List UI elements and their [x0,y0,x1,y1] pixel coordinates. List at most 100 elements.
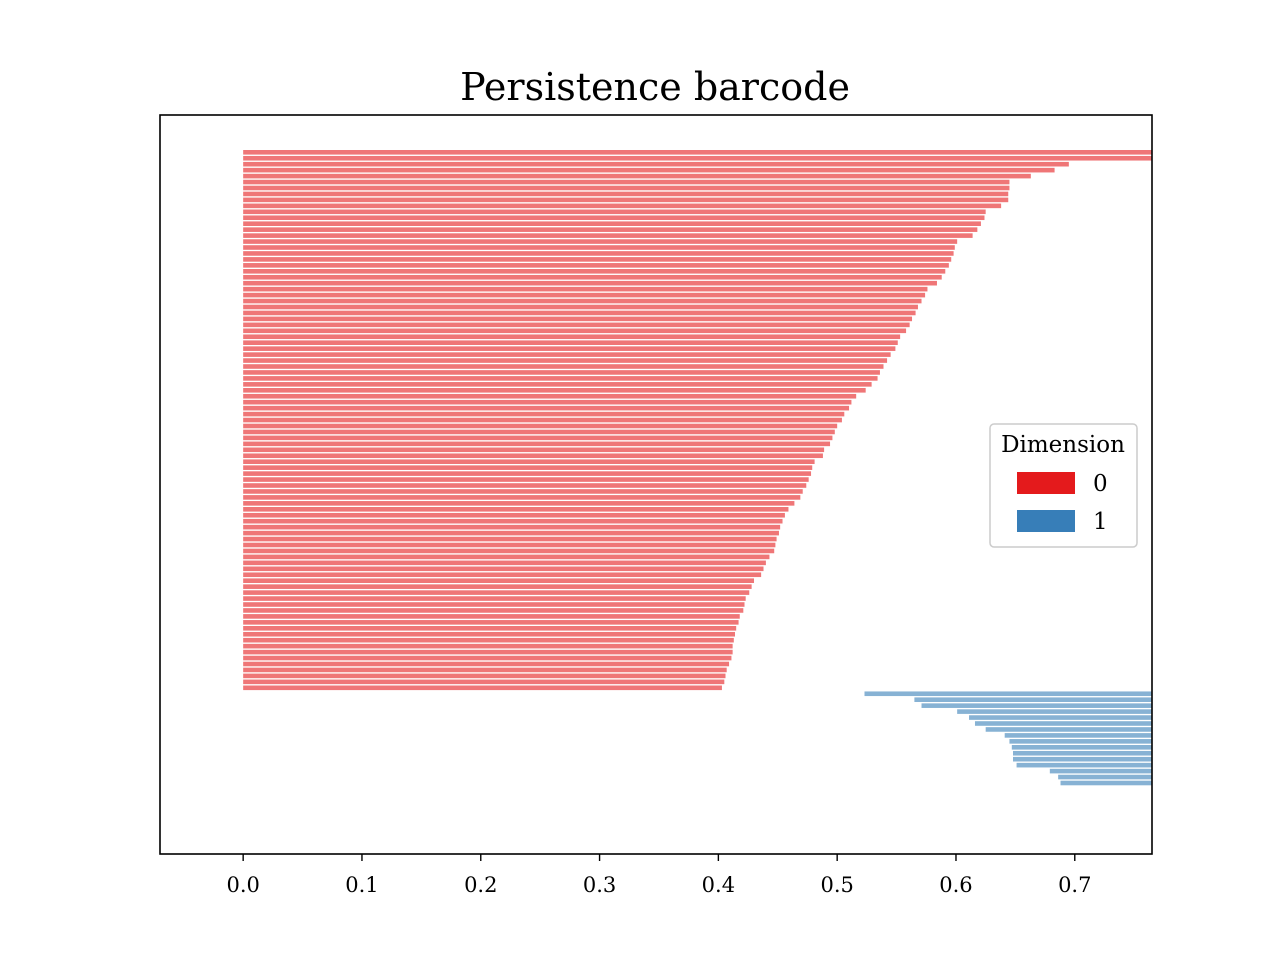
bar-dimension-0-79 [243,620,739,625]
bar-dimension-0-75 [243,596,746,601]
bar-dimension-0-65 [243,536,777,542]
bar-dimension-0-52 [243,459,815,464]
bar-dimension-0-61 [243,512,785,518]
bar-dimension-0-77 [243,608,744,613]
bar-dimension-0-56 [243,483,807,488]
bar-dimension-0-78 [243,614,740,619]
legend: Dimension 0 1 [989,423,1138,548]
bar-dimension-0-39 [243,382,872,387]
legend-swatch-dimension-1 [1017,510,1075,532]
bar-dimension-1-9 [1011,745,1152,750]
bar-dimension-0-13 [243,227,978,232]
bar-dimension-0-25 [243,298,922,304]
bar-dimension-0-26 [243,304,918,310]
bar-dimension-0-50 [243,447,825,453]
bar-dimension-0-41 [243,393,857,399]
bar-dimension-0-69 [243,560,766,566]
bar-dimension-0-73 [243,584,752,589]
bar-dimension-1-15 [1060,780,1152,786]
bar-dimension-0-90 [243,685,722,691]
bar-dimension-0-4 [243,173,1031,179]
plot-frame [159,114,1153,855]
bar-dimension-0-16 [243,245,955,250]
bar-dimension-0-44 [243,411,845,417]
bar-dimension-0-63 [243,524,781,530]
bar-dimension-1-3 [957,709,1152,714]
bar-dimension-1-2 [921,703,1152,708]
bar-dimension-1-12 [1016,762,1152,768]
x-tick-label: 0.4 [702,873,735,897]
bar-dimension-0-83 [243,643,733,649]
bar-dimension-0-59 [243,501,795,506]
bar-dimension-0-64 [243,530,779,536]
bar-dimension-0-7 [243,191,1009,197]
x-axis: 0.0 0.1 0.2 0.3 0.4 0.5 0.6 0.7 [226,854,1091,897]
bar-dimension-0-86 [243,661,730,667]
bar-dimension-0-0 [243,150,1152,155]
x-tick-label: 0.6 [939,873,972,897]
bar-dimension-0-8 [243,197,1009,203]
bar-dimension-0-28 [243,316,913,322]
bar-dimension-0-54 [243,471,812,476]
bar-dimension-0-21 [243,274,942,280]
bar-dimension-1-13 [1049,768,1152,774]
bar-dimension-1-6 [985,727,1152,732]
bar-dimension-0-14 [243,233,973,238]
legend-label-dimension-1: 1 [1093,509,1108,535]
bar-dimension-0-82 [243,637,734,643]
bar-dimension-0-70 [243,566,764,572]
bar-dimension-0-68 [243,554,770,560]
bar-dimension-0-18 [243,257,952,262]
x-tick-label: 0.5 [820,873,853,897]
bar-dimension-0-55 [243,477,809,482]
bar-dimension-1-4 [969,715,1152,720]
bar-dimension-0-38 [243,376,878,381]
bar-dimension-0-87 [243,667,727,673]
bar-dimension-0-10 [243,209,986,215]
bar-dimension-0-1 [243,155,1152,161]
bar-dimension-1-10 [1013,750,1152,756]
legend-label-dimension-0: 0 [1093,471,1108,497]
bar-dimension-1-1 [914,697,1152,702]
x-tick-label: 0.2 [464,873,497,897]
bar-dimension-0-37 [243,370,880,375]
bar-dimension-0-32 [243,340,898,345]
bar-dimension-0-47 [243,429,835,435]
bar-dimension-0-62 [243,518,783,524]
bar-dimension-0-88 [243,673,726,679]
bar-dimension-0-3 [243,167,1055,173]
bar-dimension-0-60 [243,507,789,512]
x-tick-label: 0.7 [1058,873,1091,897]
bar-dimension-0-12 [243,221,981,226]
bar-dimension-0-29 [243,322,910,328]
bar-dimension-0-23 [243,286,928,292]
legend-swatch-dimension-0 [1017,472,1075,494]
x-tick-label: 0.0 [226,873,259,897]
bar-dimension-1-8 [1009,739,1152,744]
bar-dimension-0-5 [243,179,1010,185]
legend-title: Dimension [1001,432,1125,458]
bar-dimension-0-53 [243,465,813,470]
bar-dimension-1-11 [1013,756,1152,762]
bar-dimension-0-43 [243,405,850,411]
bar-dimension-0-31 [243,334,901,340]
bar-dimension-0-9 [243,203,1002,209]
bar-dimension-0-30 [243,328,907,334]
bar-dimension-0-57 [243,489,803,494]
bar-dimension-0-15 [243,239,958,244]
bar-dimension-0-20 [243,269,946,274]
bar-dimension-0-40 [243,388,866,393]
bar-dimension-0-74 [243,590,750,595]
bar-dimension-0-76 [243,602,745,607]
bars-layer [243,150,1152,786]
bar-dimension-1-14 [1058,774,1152,780]
bar-dimension-0-19 [243,263,949,268]
bar-dimension-0-67 [243,548,775,554]
bar-dimension-0-80 [243,626,737,631]
bar-dimension-0-51 [243,453,823,459]
bar-dimension-0-24 [243,292,926,298]
bar-dimension-0-36 [243,364,884,369]
chart-title: Persistence barcode [460,65,850,109]
bar-dimension-0-81 [243,631,735,637]
